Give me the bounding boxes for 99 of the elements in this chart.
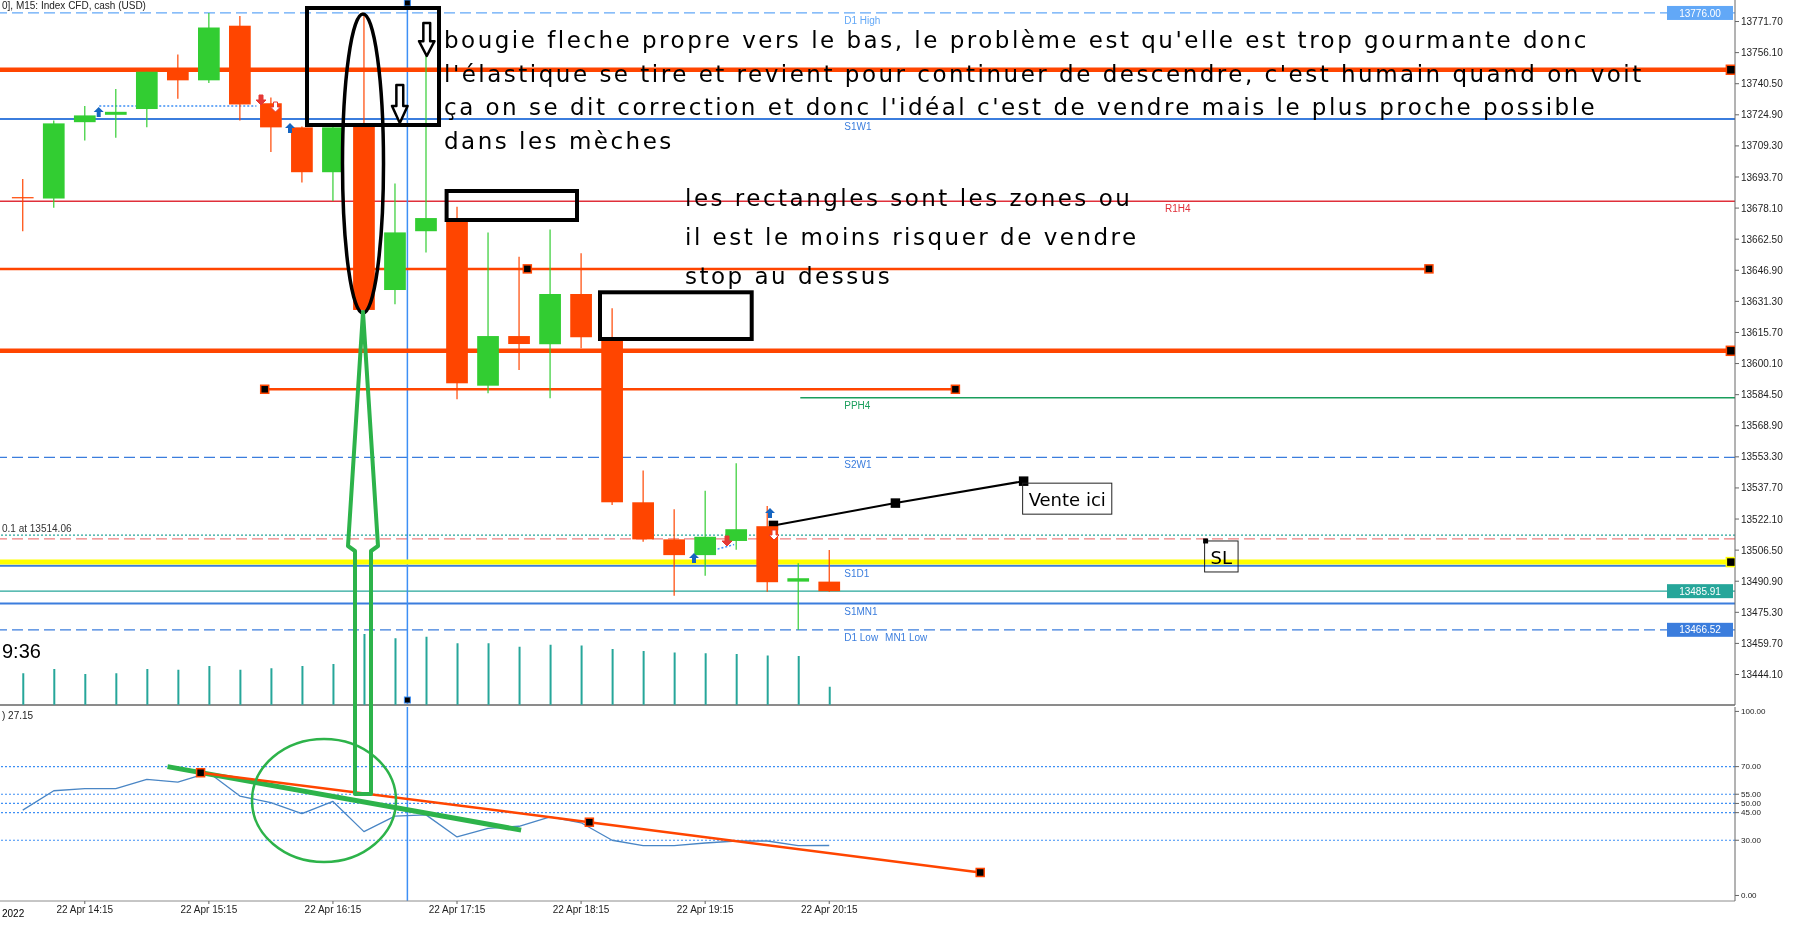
- point: [1725, 345, 1735, 357]
- chart-title: 0], M15: Index CFD, cash (USD): [2, 0, 146, 11]
- bar: [270, 667, 273, 705]
- y-tick-label: 0.00: [1741, 891, 1758, 901]
- bar: [580, 645, 583, 705]
- chart-title: ) 27.15: [2, 710, 34, 721]
- annotation: Vente ici: [1028, 489, 1106, 511]
- y-tick-label: 55.00: [1741, 790, 1762, 800]
- y-tick-label: 13506.50: [1741, 544, 1784, 556]
- y-tick-label: 13646.90: [1741, 264, 1784, 276]
- y-tick-label: 13553.30: [1741, 451, 1784, 463]
- annotation: ça on se dit correction et donc l'idéal c'est de vendre mais le plus proche possible: [444, 94, 1598, 121]
- y-tick-label: 13600.10: [1741, 358, 1784, 370]
- y-tick-label: 13444.10: [1741, 669, 1784, 681]
- x-tick-label: 22 Apr 14:15: [56, 904, 114, 916]
- bar: [828, 686, 831, 705]
- x-tick-label: 22 Apr 17:15: [428, 904, 486, 916]
- bar: [394, 637, 397, 705]
- point: [522, 264, 533, 274]
- series-label: PPH4: [844, 399, 871, 411]
- annotation: dans les mèches: [444, 128, 674, 155]
- ref-line-label: R1H4: [1165, 203, 1191, 215]
- bar: [518, 646, 521, 705]
- bar: [53, 668, 56, 705]
- ref-line-label: D1 Low: [844, 631, 879, 643]
- text: 2022: [2, 908, 25, 919]
- y-tick-label: 13724.90: [1741, 109, 1784, 121]
- y-tick-label: 13693.70: [1741, 171, 1784, 183]
- annotation: 13776.00: [1679, 7, 1722, 19]
- point: [1018, 476, 1029, 486]
- y-tick-label: 45.00: [1741, 808, 1762, 818]
- point: [584, 817, 595, 827]
- y-tick-label: 13615.70: [1741, 327, 1784, 339]
- annotation: 13485.91: [1679, 585, 1722, 597]
- annotation: 13466.52: [1679, 624, 1722, 636]
- ref-line-label: 0.1 at 13514.06: [2, 523, 72, 535]
- y-tick-label: 13662.50: [1741, 233, 1784, 245]
- bar: [115, 672, 118, 705]
- y-tick-label: 13490.90: [1741, 575, 1784, 587]
- bar: [84, 673, 87, 705]
- y-tick-label: 13709.30: [1741, 140, 1784, 152]
- bar: [456, 642, 459, 705]
- bar: [301, 665, 304, 705]
- y-tick-label: 13584.50: [1741, 389, 1784, 401]
- point: [950, 384, 961, 395]
- y-tick-label: 13537.70: [1741, 482, 1784, 494]
- point: [890, 498, 901, 508]
- bar: [611, 648, 614, 705]
- x-tick-label: 22 Apr 16:15: [304, 904, 362, 916]
- x-tick-label: 22 Apr 15:15: [180, 904, 238, 916]
- y-tick-label: 13678.10: [1741, 202, 1784, 214]
- y-tick-label: 70.00: [1741, 762, 1762, 772]
- y-tick-label: 13475.30: [1741, 606, 1784, 618]
- ref-line-label: S1W1: [844, 120, 872, 132]
- y-tick-label: 13459.70: [1741, 637, 1784, 649]
- x-tick-label: 22 Apr 19:15: [676, 904, 734, 916]
- bar: [704, 652, 707, 705]
- bar: [363, 633, 366, 705]
- point: [975, 867, 985, 878]
- ref-line-label: S1MN1: [844, 605, 879, 617]
- bar: [735, 653, 738, 705]
- bar: [332, 663, 335, 705]
- bar: [766, 655, 769, 705]
- point: [1725, 556, 1735, 568]
- bar: [797, 655, 800, 705]
- ref-line-label: D1 High: [844, 14, 881, 26]
- y-tick-label: 13756.10: [1741, 47, 1784, 59]
- point: [1424, 264, 1434, 274]
- bar: [487, 642, 490, 705]
- y-tick-label: 13771.70: [1741, 16, 1784, 28]
- y-tick-label: 13568.90: [1741, 420, 1784, 432]
- bar: [673, 652, 676, 705]
- annotation: bougie fleche propre vers le bas, le problème est qu'elle est trop gourmante donc: [444, 27, 1589, 53]
- point: [259, 384, 270, 395]
- point: [195, 767, 206, 778]
- bar: [177, 669, 180, 705]
- bar: [425, 636, 428, 705]
- y-tick-label: 30.00: [1741, 836, 1762, 846]
- y-tick-label: 13740.50: [1741, 78, 1784, 90]
- bar: [549, 644, 552, 705]
- point: [1725, 64, 1735, 76]
- y-tick-label: 50.00: [1741, 799, 1762, 809]
- annotation: 9:36: [2, 640, 41, 662]
- x-tick-label: 22 Apr 20:15: [800, 904, 859, 916]
- candlestick: [787, 562, 810, 631]
- bar: [22, 672, 25, 705]
- candlestick: [818, 549, 841, 593]
- candlestick: [663, 508, 685, 597]
- bar: [239, 669, 242, 705]
- ref-line-label: S2W1: [844, 459, 872, 471]
- bar: [208, 665, 211, 705]
- x-tick-label: 22 Apr 18:15: [552, 904, 610, 916]
- bar: [146, 668, 149, 705]
- y-tick-label: 13522.10: [1741, 513, 1784, 525]
- bar: [642, 650, 645, 705]
- ref-line-label: S1D1: [844, 567, 870, 579]
- y-tick-label: 13631.30: [1741, 295, 1784, 307]
- y-tick-label: 100.00: [1741, 707, 1767, 717]
- annotation: MN1 Low: [885, 631, 929, 643]
